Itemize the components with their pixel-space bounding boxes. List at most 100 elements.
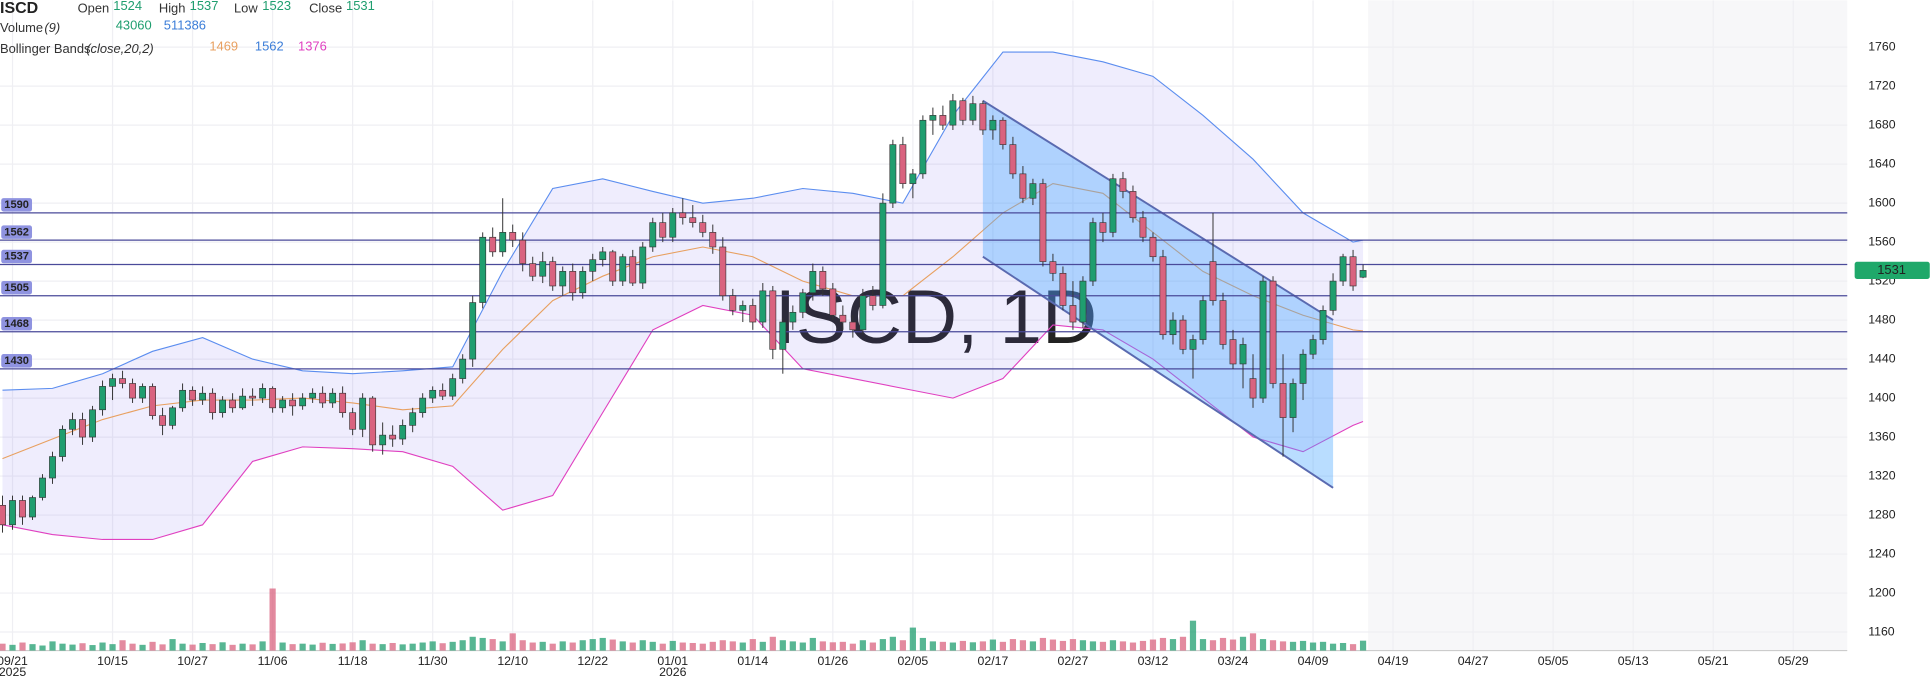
volume-bar (1149, 639, 1157, 651)
volume-bar (1309, 642, 1317, 651)
volume-bar (1049, 639, 1057, 651)
candle-body (1289, 383, 1297, 418)
candle-body (389, 434, 397, 440)
candle-body (869, 295, 877, 306)
candle-body (579, 271, 587, 294)
bollinger-label: Bollinger Bands (0, 41, 91, 56)
future-area (1368, 0, 1848, 651)
volume-params: (9) (44, 20, 60, 35)
volume-bar (59, 643, 66, 651)
x-tick-label: 05/05 (1538, 654, 1569, 668)
candle-body (489, 236, 497, 253)
volume-bar (969, 642, 977, 651)
volume-bar (19, 642, 26, 651)
volume-bar (709, 641, 716, 651)
volume-bar (1039, 637, 1047, 651)
candle-body (149, 386, 156, 416)
candle-body (539, 261, 547, 277)
candle-body (409, 412, 417, 426)
volume-bar (1089, 641, 1097, 651)
candle-body (919, 119, 927, 175)
candle-body (839, 314, 847, 323)
volume-bar (379, 644, 386, 651)
volume-bar (799, 642, 806, 651)
candle-body (329, 392, 337, 404)
volume-bar (249, 644, 256, 651)
volume-bar (1239, 636, 1247, 651)
candle-body (609, 251, 617, 282)
candle-body (269, 388, 277, 409)
candle-body (109, 378, 116, 387)
volume-bar (319, 642, 326, 651)
candle-body (829, 288, 837, 316)
volume-bar (39, 645, 46, 651)
candle-body (1019, 173, 1027, 199)
candle-body (639, 246, 647, 284)
volume-bar (269, 588, 276, 651)
x-tick-label: 01/26 (817, 654, 848, 668)
x-tick-label: 04/27 (1458, 654, 1489, 668)
y-tick-label: 1360 (1868, 429, 1896, 443)
channel-fill (982, 100, 1334, 488)
volume-bar (109, 644, 116, 651)
volume-bar (329, 643, 336, 651)
candle-body (1139, 217, 1147, 238)
level-label: 1430 (4, 355, 29, 367)
volume-bar (209, 644, 216, 651)
bollinger-lower (2, 304, 1364, 541)
volume-ma-value: 511386 (164, 18, 206, 33)
level-label: 1468 (4, 318, 29, 330)
candle-body (189, 389, 196, 401)
x-tick-label: 11/30 (418, 654, 448, 668)
candle-body (309, 392, 317, 399)
y-tick-label: 1680 (1868, 117, 1896, 131)
level-tag (1, 354, 33, 368)
volume-bar (469, 636, 476, 651)
volume-bar (929, 641, 936, 651)
level-tag (1, 317, 33, 331)
low-label: Low (234, 0, 258, 15)
x-tick-label: 05/13 (1618, 654, 1649, 668)
candle-body (239, 395, 247, 409)
legend-header: ISCD Open 1524 High 1537 Low 1523 Close … (0, 0, 375, 56)
candle-body (169, 407, 176, 426)
candle-body (279, 399, 287, 409)
volume-bar (1359, 640, 1367, 651)
volume-bar (889, 636, 896, 651)
volume-bar (0, 643, 6, 651)
volume-bar (189, 644, 196, 651)
volume-label: Volume (0, 20, 43, 35)
volume-bar (139, 644, 146, 651)
candle-body (369, 397, 377, 446)
volume-bar (749, 639, 756, 651)
volume-bar (89, 645, 96, 651)
candle-body (559, 271, 567, 287)
volume-bar (1109, 640, 1117, 651)
candle-body (529, 263, 537, 277)
candle-body (1199, 300, 1207, 340)
candle-body (349, 412, 357, 430)
x-tick-label: 11/06 (258, 654, 288, 668)
volume-bar (1249, 633, 1257, 651)
volume-bar (589, 639, 596, 651)
volume-bar (789, 641, 796, 651)
volume-bar (1339, 642, 1347, 651)
volume-bar (289, 644, 296, 651)
volume-bar (219, 642, 226, 651)
year-label: 2026 (659, 665, 687, 678)
candle-body (969, 103, 977, 121)
y-tick-label: 1400 (1868, 390, 1896, 404)
y-tick-label: 1560 (1868, 234, 1896, 248)
volume-bar (459, 640, 466, 651)
volume-bar (259, 641, 266, 651)
volume-bar (479, 637, 486, 651)
candle-body (439, 389, 447, 397)
y-tick-label: 1640 (1868, 156, 1896, 170)
candle-body (229, 399, 237, 409)
level-tag (1, 225, 33, 239)
year-label: 2025 (0, 665, 26, 678)
y-tick-label: 1280 (1868, 507, 1896, 521)
candle-body (339, 392, 347, 414)
candle-body (89, 409, 96, 438)
candle-body (509, 232, 517, 241)
